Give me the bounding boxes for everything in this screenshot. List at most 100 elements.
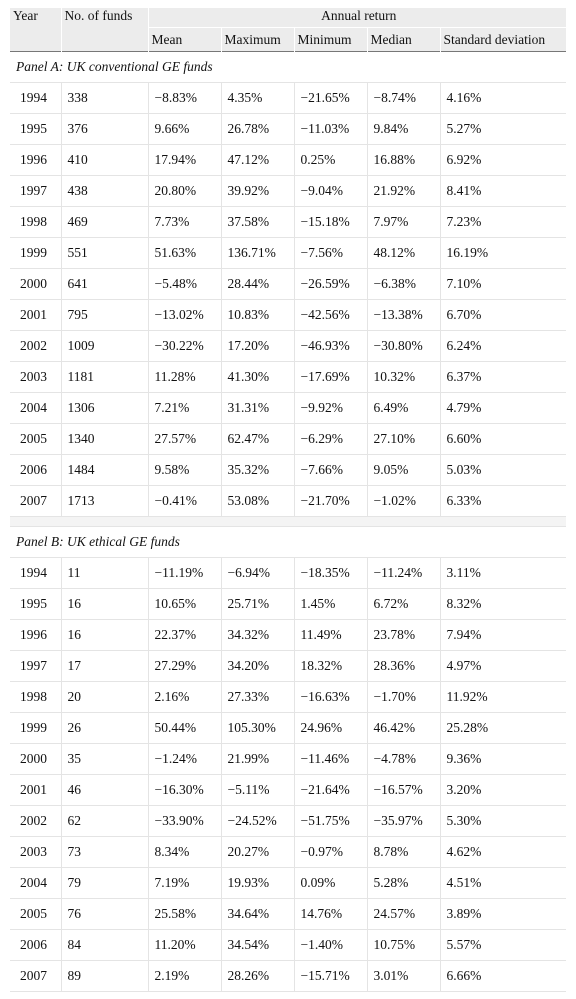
minimum-cell: 11.49%: [294, 619, 368, 651]
num-funds-cell: 26: [61, 712, 149, 744]
sd-cell: 4.51%: [440, 867, 567, 899]
maximum-cell: 53.08%: [221, 485, 295, 517]
maximum-cell: 34.54%: [221, 929, 295, 961]
num-funds-cell: 376: [61, 113, 149, 145]
mean-cell: 22.37%: [148, 619, 222, 651]
median-cell: 8.78%: [367, 836, 441, 868]
maximum-cell: 28.44%: [221, 268, 295, 300]
mean-cell: 27.29%: [148, 650, 222, 682]
sd-cell: 3.89%: [440, 898, 567, 930]
panel-b-title: Panel B: UK ethical GE funds: [10, 526, 567, 558]
num-funds-cell: 438: [61, 175, 149, 207]
num-funds-cell: 795: [61, 299, 149, 331]
table-row: 2002 62 −33.90% −24.52% −51.75% −35.97% 5.30%: [10, 805, 567, 837]
year-cell: 1997: [10, 650, 62, 682]
sd-cell: 8.41%: [440, 175, 567, 207]
sd-cell: 4.62%: [440, 836, 567, 868]
maximum-cell: 20.27%: [221, 836, 295, 868]
sd-cell: 7.10%: [440, 268, 567, 300]
minimum-cell: 24.96%: [294, 712, 368, 744]
num-funds-cell: 551: [61, 237, 149, 269]
table-row: 1997 17 27.29% 34.20% 18.32% 28.36% 4.97%: [10, 650, 567, 682]
minimum-cell: −7.66%: [294, 454, 368, 486]
maximum-cell: 10.83%: [221, 299, 295, 331]
mean-cell: 10.65%: [148, 588, 222, 620]
panel-b-body: Panel B: UK ethical GE funds: [10, 526, 567, 558]
minimum-cell: −9.04%: [294, 175, 368, 207]
table-row: 2007 1713 −0.41% 53.08% −21.70% −1.02% 6.33%: [10, 485, 567, 517]
table-row: 1995 376 9.66% 26.78% −11.03% 9.84% 5.27%: [10, 113, 567, 145]
panel-a-rows: 1994 338 −8.83% 4.35% −21.65% −8.74% 4.16% 1995…: [10, 82, 567, 517]
minimum-cell: −21.65%: [294, 82, 368, 114]
minimum-cell: −6.29%: [294, 423, 368, 455]
mean-cell: 7.19%: [148, 867, 222, 899]
sd-cell: 6.24%: [440, 330, 567, 362]
median-cell: 16.88%: [367, 144, 441, 176]
maximum-cell: 26.78%: [221, 113, 295, 145]
sd-cell: 6.33%: [440, 485, 567, 517]
maximum-cell: 136.71%: [221, 237, 295, 269]
minimum-cell: 14.76%: [294, 898, 368, 930]
table-row: 1994 338 −8.83% 4.35% −21.65% −8.74% 4.16%: [10, 82, 567, 114]
median-cell: −11.24%: [367, 557, 441, 589]
mean-cell: 50.44%: [148, 712, 222, 744]
mean-cell: −11.19%: [148, 557, 222, 589]
minimum-cell: 0.25%: [294, 144, 368, 176]
num-funds-cell: 17: [61, 650, 149, 682]
num-funds-cell: 73: [61, 836, 149, 868]
mean-cell: 51.63%: [148, 237, 222, 269]
maximum-cell: 47.12%: [221, 144, 295, 176]
year-cell: 2000: [10, 743, 62, 775]
mean-cell: 17.94%: [148, 144, 222, 176]
year-cell: 2005: [10, 423, 62, 455]
year-cell: 1995: [10, 588, 62, 620]
sd-cell: 4.97%: [440, 650, 567, 682]
year-cell: 2004: [10, 867, 62, 899]
mean-cell: −33.90%: [148, 805, 222, 837]
maximum-cell: 28.26%: [221, 960, 295, 992]
annual-returns-table: Year No. of funds Annual return Mean Max…: [10, 8, 567, 992]
median-cell: 6.72%: [367, 588, 441, 620]
sd-cell: 8.32%: [440, 588, 567, 620]
table-row: 1999 551 51.63% 136.71% −7.56% 48.12% 16.19%: [10, 237, 567, 269]
median-cell: 48.12%: [367, 237, 441, 269]
mean-cell: −13.02%: [148, 299, 222, 331]
header-standard-deviation: Standard deviation: [440, 27, 567, 52]
num-funds-cell: 79: [61, 867, 149, 899]
minimum-cell: −21.64%: [294, 774, 368, 806]
mean-cell: 11.20%: [148, 929, 222, 961]
table-row: 1996 16 22.37% 34.32% 11.49% 23.78% 7.94%: [10, 619, 567, 651]
sd-cell: 6.92%: [440, 144, 567, 176]
median-cell: 21.92%: [367, 175, 441, 207]
table-row: 1999 26 50.44% 105.30% 24.96% 46.42% 25.28%: [10, 712, 567, 744]
num-funds-cell: 20: [61, 681, 149, 713]
mean-cell: 25.58%: [148, 898, 222, 930]
header-year: Year: [10, 8, 62, 52]
median-cell: 10.32%: [367, 361, 441, 393]
table-row: 2000 641 −5.48% 28.44% −26.59% −6.38% 7.10%: [10, 268, 567, 300]
sd-cell: 5.57%: [440, 929, 567, 961]
header-maximum: Maximum: [221, 27, 295, 52]
num-funds-cell: 76: [61, 898, 149, 930]
median-cell: 9.05%: [367, 454, 441, 486]
mean-cell: −1.24%: [148, 743, 222, 775]
median-cell: −35.97%: [367, 805, 441, 837]
year-cell: 2005: [10, 898, 62, 930]
maximum-cell: −5.11%: [221, 774, 295, 806]
median-cell: 3.01%: [367, 960, 441, 992]
minimum-cell: −26.59%: [294, 268, 368, 300]
mean-cell: 7.21%: [148, 392, 222, 424]
sd-cell: 7.23%: [440, 206, 567, 238]
year-cell: 1999: [10, 712, 62, 744]
minimum-cell: −11.46%: [294, 743, 368, 775]
year-cell: 2001: [10, 299, 62, 331]
maximum-cell: 37.58%: [221, 206, 295, 238]
mean-cell: 8.34%: [148, 836, 222, 868]
num-funds-cell: 469: [61, 206, 149, 238]
num-funds-cell: 1009: [61, 330, 149, 362]
minimum-cell: −42.56%: [294, 299, 368, 331]
sd-cell: 6.66%: [440, 960, 567, 992]
mean-cell: −5.48%: [148, 268, 222, 300]
table-row: 2004 1306 7.21% 31.31% −9.92% 6.49% 4.79%: [10, 392, 567, 424]
year-cell: 2001: [10, 774, 62, 806]
